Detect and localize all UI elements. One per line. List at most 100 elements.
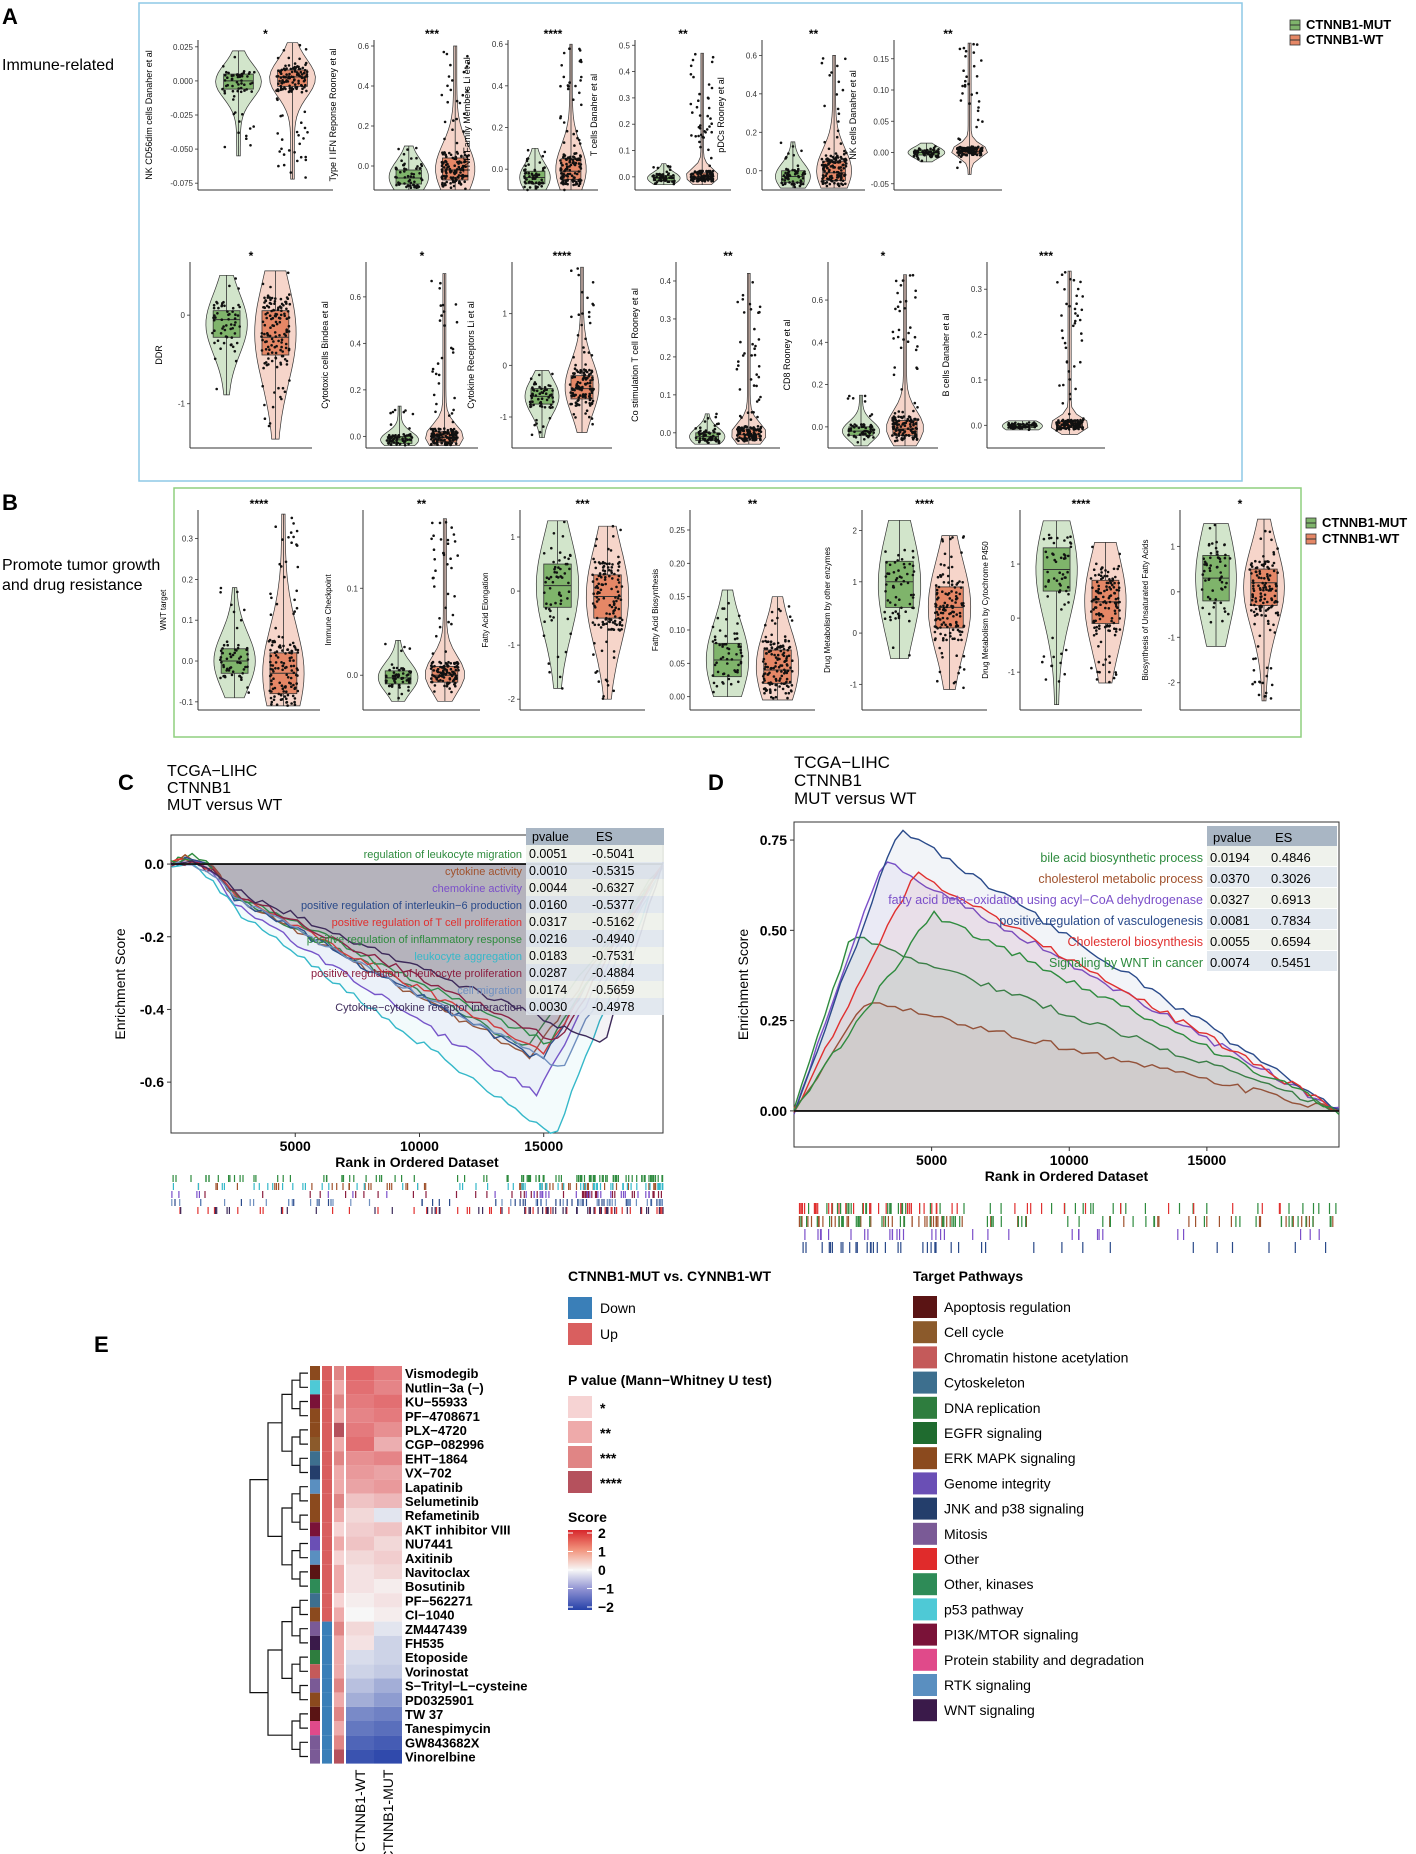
data-point xyxy=(1052,541,1056,545)
legend-wt-key xyxy=(1305,533,1317,545)
data-point xyxy=(295,682,299,685)
data-point xyxy=(278,562,282,566)
data-point xyxy=(909,428,912,432)
data-point xyxy=(241,113,244,116)
data-point xyxy=(764,623,767,627)
data-point xyxy=(442,551,445,555)
data-point xyxy=(405,674,409,677)
data-point xyxy=(1251,594,1254,597)
data-point xyxy=(246,686,249,689)
data-point xyxy=(221,647,224,650)
data-point xyxy=(591,621,595,624)
data-point xyxy=(290,516,294,520)
data-point xyxy=(1250,609,1253,612)
gsea-d-title-line3: MUT versus WT xyxy=(794,789,916,808)
data-point xyxy=(940,623,944,626)
data-point xyxy=(774,695,778,699)
data-point xyxy=(211,331,214,335)
data-point xyxy=(848,394,851,398)
data-point xyxy=(559,602,562,606)
gsea-c-table-es: -0.6327 xyxy=(592,881,634,895)
data-point xyxy=(240,82,243,85)
data-point xyxy=(1089,577,1093,580)
data-point xyxy=(465,174,469,178)
gsea-c-term-label: positive regulation of T cell proliferat… xyxy=(332,917,522,929)
data-point xyxy=(691,58,695,62)
data-point xyxy=(460,174,463,178)
data-point xyxy=(716,432,719,436)
data-point xyxy=(266,294,270,298)
data-point xyxy=(1073,419,1076,422)
data-point xyxy=(941,590,944,593)
data-point xyxy=(229,655,233,659)
significance-label: ** xyxy=(417,497,427,511)
data-point xyxy=(1272,569,1276,573)
data-point xyxy=(915,437,919,441)
data-point xyxy=(653,177,656,181)
data-point xyxy=(1264,694,1267,698)
data-point xyxy=(796,181,799,184)
data-point xyxy=(296,565,300,569)
data-point xyxy=(549,384,552,388)
data-point xyxy=(948,597,952,600)
data-point xyxy=(244,665,247,669)
data-point xyxy=(443,120,447,124)
data-point xyxy=(246,665,249,669)
data-point xyxy=(541,169,545,172)
data-point xyxy=(292,683,295,687)
data-point xyxy=(279,297,283,301)
data-point xyxy=(889,618,892,622)
data-point xyxy=(292,67,295,70)
panel-c-title: TCGA−LIHC CTNNB1 MUT versus WT xyxy=(167,763,282,814)
data-point xyxy=(595,596,599,599)
data-point xyxy=(457,174,461,177)
data-point xyxy=(616,590,620,593)
gsea-c-table-es: -0.4940 xyxy=(592,932,634,946)
data-point xyxy=(1064,576,1067,579)
data-point xyxy=(1219,577,1222,580)
data-point xyxy=(897,419,901,423)
data-point xyxy=(945,638,948,642)
data-point xyxy=(735,367,739,371)
data-point xyxy=(551,389,554,392)
data-point xyxy=(581,395,585,398)
data-point xyxy=(270,596,273,600)
y-tick-label: 0.6 xyxy=(350,293,362,302)
data-point xyxy=(574,152,578,155)
data-point xyxy=(595,616,599,620)
data-point xyxy=(913,335,917,339)
data-point xyxy=(443,672,446,676)
data-point xyxy=(282,163,286,167)
data-point xyxy=(1044,585,1047,588)
data-point xyxy=(733,669,736,672)
data-point xyxy=(444,153,448,157)
data-point xyxy=(754,344,757,348)
data-point xyxy=(727,601,730,605)
data-point xyxy=(450,674,454,678)
data-point xyxy=(569,391,572,394)
data-point xyxy=(578,91,581,95)
data-point xyxy=(1263,577,1266,580)
data-point xyxy=(403,645,406,649)
data-point xyxy=(1080,339,1084,342)
points-wt xyxy=(440,50,471,191)
data-point xyxy=(584,400,588,404)
data-point xyxy=(927,153,931,156)
data-point xyxy=(304,63,307,67)
panel-a-plot-9: **0.40.30.20.10.0Co stimulation T cell R… xyxy=(630,249,780,449)
data-point xyxy=(558,551,562,554)
data-point xyxy=(704,131,707,134)
data-point xyxy=(223,79,227,82)
data-point xyxy=(455,99,459,103)
data-point xyxy=(733,632,736,635)
data-point xyxy=(908,602,912,606)
data-point xyxy=(229,666,233,669)
data-point xyxy=(602,596,606,600)
data-point xyxy=(894,595,898,599)
data-point xyxy=(283,314,287,318)
data-point xyxy=(897,415,900,419)
y-tick-label: 0.00 xyxy=(669,693,685,702)
data-point xyxy=(213,329,216,333)
points-mut xyxy=(779,141,807,189)
data-point xyxy=(610,566,614,569)
